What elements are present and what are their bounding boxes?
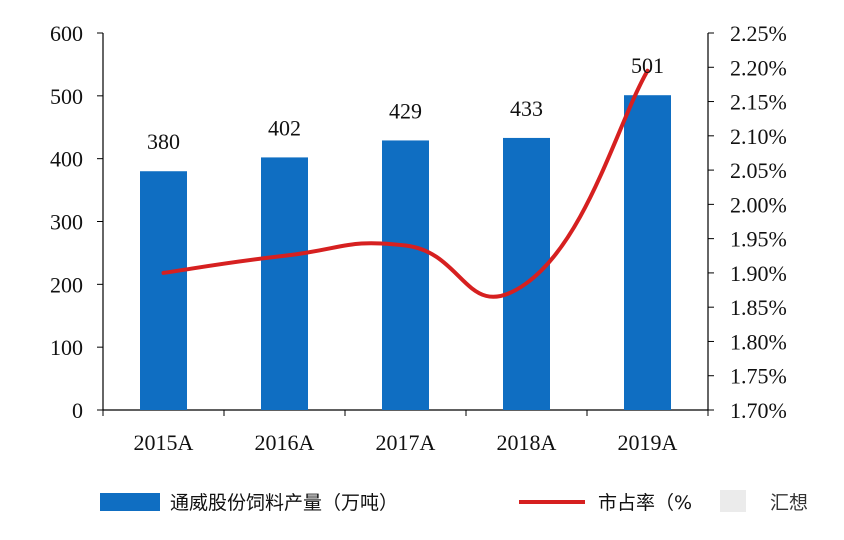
left-tick-label: 0 bbox=[72, 398, 83, 423]
category-label: 2015A bbox=[134, 430, 194, 455]
left-tick-label: 100 bbox=[50, 335, 83, 360]
right-tick-label: 1.85% bbox=[730, 295, 787, 320]
right-tick-label: 2.20% bbox=[730, 55, 787, 80]
right-tick-label: 2.10% bbox=[730, 124, 787, 149]
legend-line-label: 市占率（% bbox=[598, 492, 692, 514]
watermark: 汇想 bbox=[720, 490, 808, 514]
category-label: 2016A bbox=[255, 430, 315, 455]
bar-2015A bbox=[140, 171, 187, 410]
right-tick-label: 2.05% bbox=[730, 158, 787, 183]
watermark-text: 汇想 bbox=[770, 492, 808, 514]
labels-layer: 380 2015A 402 2016A 429 2017A 433 2018A 501 2019A bbox=[134, 53, 678, 455]
category-label: 2019A bbox=[618, 430, 678, 455]
legend: 通威股份饲料产量（万吨） 市占率（% 汇想 bbox=[100, 490, 808, 514]
left-tick-label: 600 bbox=[50, 21, 83, 46]
bar-2019A bbox=[624, 95, 671, 410]
bar-value-label: 429 bbox=[389, 98, 422, 123]
left-tick-label: 200 bbox=[50, 272, 83, 297]
axes-layer: 0 100 200 300 400 500 600 1.70% 1.75% 1.80% 1.85% 1… bbox=[50, 21, 787, 423]
category-label: 2018A bbox=[497, 430, 557, 455]
right-tick-label: 1.90% bbox=[730, 261, 787, 286]
left-tick-label: 300 bbox=[50, 210, 83, 235]
right-tick-label: 1.70% bbox=[730, 398, 787, 423]
bar-2018A bbox=[503, 137, 550, 410]
bar-value-label: 380 bbox=[147, 129, 180, 154]
line-layer bbox=[161, 68, 650, 299]
bar-2017A bbox=[382, 140, 429, 410]
watermark-badge bbox=[720, 490, 746, 512]
bar-value-label: 501 bbox=[631, 53, 664, 78]
right-tick-label: 1.80% bbox=[730, 329, 787, 354]
left-tick-label: 500 bbox=[50, 84, 83, 109]
right-tick-label: 2.15% bbox=[730, 90, 787, 115]
right-tick-label: 1.95% bbox=[730, 227, 787, 252]
right-tick-label: 1.75% bbox=[730, 364, 787, 389]
right-tick-label: 2.00% bbox=[730, 192, 787, 217]
market-share-line bbox=[161, 68, 650, 299]
bar-value-label: 433 bbox=[510, 96, 543, 121]
legend-bar-label: 通威股份饲料产量（万吨） bbox=[170, 492, 398, 514]
legend-bar-swatch bbox=[100, 493, 160, 511]
bars-layer bbox=[140, 95, 671, 410]
bar-2016A bbox=[261, 157, 308, 410]
bar-value-label: 402 bbox=[268, 115, 301, 140]
right-tick-label: 2.25% bbox=[730, 21, 787, 46]
left-tick-label: 400 bbox=[50, 147, 83, 172]
category-label: 2017A bbox=[376, 430, 436, 455]
